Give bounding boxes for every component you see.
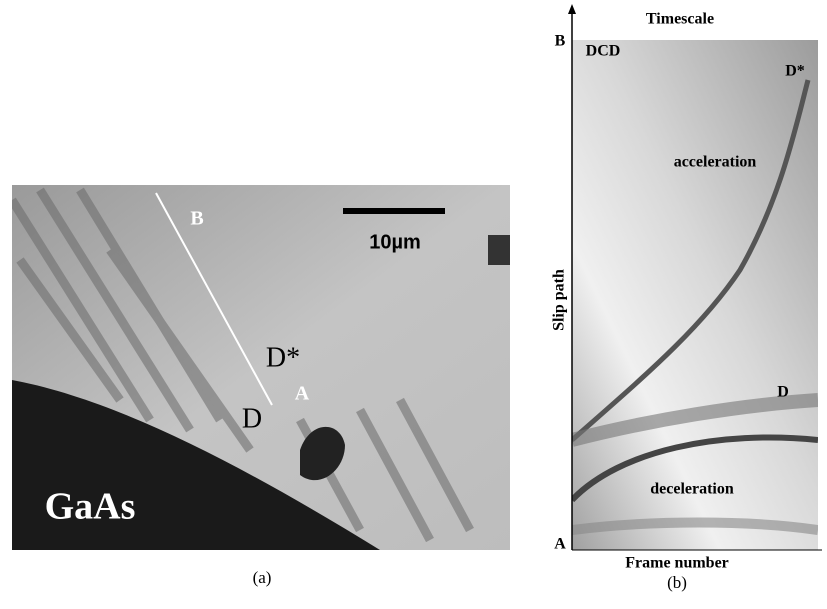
label-deceleration: deceleration — [650, 481, 734, 498]
label-b: B — [555, 33, 566, 50]
label-dcd: DCD — [586, 43, 621, 60]
label-a: A — [554, 536, 566, 553]
label-b: B — [190, 208, 203, 230]
x-axis-label: Frame number — [625, 555, 729, 572]
material-label: GaAs — [45, 486, 136, 528]
label-d: D — [777, 384, 789, 401]
label-d-star: D* — [785, 63, 805, 80]
label-a: A — [295, 383, 310, 405]
caption-a: (a) — [253, 568, 272, 587]
scale-bar-label: 10µm — [369, 231, 421, 253]
label-d: D — [242, 403, 262, 434]
caption-b: (b) — [667, 573, 687, 592]
label-acceleration: acceleration — [674, 154, 757, 171]
micrograph-a — [12, 185, 510, 550]
label-d-star: D* — [266, 342, 300, 373]
y-axis-label: Slip path — [551, 269, 568, 331]
top-label: Timescale — [646, 11, 714, 28]
kymograph-b — [572, 40, 818, 550]
